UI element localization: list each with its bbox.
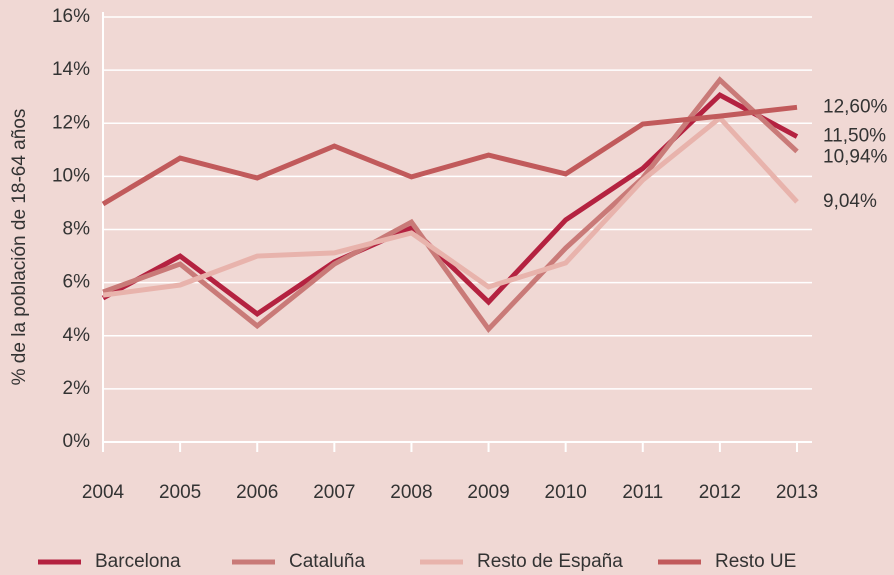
legend-label: Resto UE — [715, 551, 796, 572]
legend-label: Cataluña — [289, 551, 365, 572]
series-line — [101, 104, 798, 207]
y-tick-label: 10% — [52, 165, 90, 186]
end-label: 9,04% — [823, 191, 877, 212]
y-tick-label: 12% — [52, 112, 90, 133]
x-tick-label: 2004 — [82, 482, 125, 503]
x-tick-label: 2007 — [313, 482, 355, 503]
end-label: 12,60% — [823, 96, 888, 117]
y-tick-label: 4% — [63, 325, 91, 346]
end-label: 10,94% — [823, 147, 888, 168]
series-line — [102, 76, 799, 334]
y-tick-label: 6% — [63, 272, 91, 293]
legend-label: Barcelona — [95, 551, 181, 572]
y-tick-label: 16% — [52, 6, 90, 27]
y-tick-label: 14% — [52, 59, 90, 80]
y-axis-title: % de la población de 18-64 años — [9, 109, 30, 386]
y-tick-label: 8% — [63, 219, 91, 240]
x-tick-label: 2008 — [390, 482, 432, 503]
x-tick-label: 2010 — [545, 482, 587, 503]
x-tick-label: 2006 — [236, 482, 278, 503]
series-line — [101, 92, 799, 318]
series-line — [102, 114, 799, 298]
legend-label: Resto de España — [477, 551, 623, 572]
x-tick-label: 2013 — [776, 482, 818, 503]
end-label: 11,50% — [823, 126, 886, 147]
x-tick-label: 2005 — [159, 482, 201, 503]
x-tick-label: 2009 — [467, 482, 509, 503]
x-tick-label: 2011 — [622, 482, 663, 503]
y-tick-label: 0% — [63, 431, 91, 452]
y-tick-label: 2% — [63, 378, 91, 399]
x-tick-label: 2012 — [699, 482, 741, 503]
